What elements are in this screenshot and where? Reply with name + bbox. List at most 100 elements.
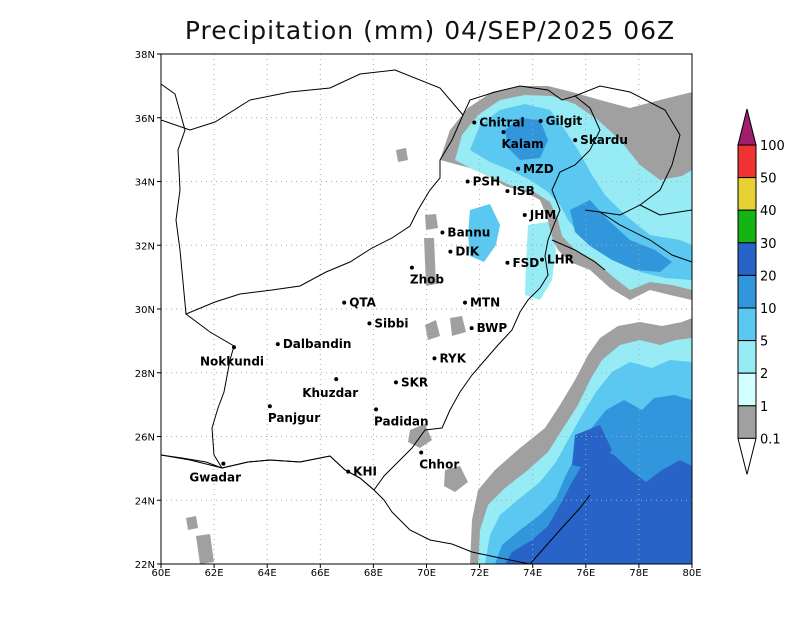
city-label-fsd: FSD xyxy=(512,256,539,270)
city-label-qta: QTA xyxy=(349,296,376,310)
coastline xyxy=(161,454,531,564)
lat-tick-label: 24N xyxy=(135,496,155,507)
city-dot xyxy=(505,189,510,194)
city-dot xyxy=(501,130,506,135)
city-label-gilgit: Gilgit xyxy=(546,114,583,128)
city-label-ryk: RYK xyxy=(439,351,466,365)
lat-tick-label: 38N xyxy=(135,50,155,61)
city-dot xyxy=(267,404,272,409)
city-dot xyxy=(448,249,453,254)
city-dot xyxy=(465,179,470,184)
city-label-skardu: Skardu xyxy=(580,133,628,147)
rain-area-kashmir-blue xyxy=(570,200,672,272)
colorbar-label: 50 xyxy=(760,172,777,187)
city-label-kalam: Kalam xyxy=(501,137,543,151)
city-label-dalbandin: Dalbandin xyxy=(283,337,352,351)
rain-blob xyxy=(396,148,408,162)
afghanistan-border xyxy=(161,83,187,315)
city-dot xyxy=(538,118,543,123)
colorbar-swatch xyxy=(737,144,757,179)
city-label-padidan: Padidan xyxy=(374,414,429,428)
lon-tick-label: 70E xyxy=(417,568,436,579)
rain-band-lahore xyxy=(525,222,556,300)
colorbar-swatch xyxy=(737,177,757,211)
colorbar-label: 20 xyxy=(760,269,777,284)
city-label-isb: ISB xyxy=(512,184,534,198)
city-label-skr: SKR xyxy=(401,375,428,389)
city-label-nokkundi: Nokkundi xyxy=(200,354,264,368)
lat-tick-label: 34N xyxy=(135,178,155,189)
city-label-mzd: MZD xyxy=(523,162,554,176)
colorbar-swatch xyxy=(737,340,757,374)
plot-frame xyxy=(160,53,693,565)
colorbar-swatch xyxy=(737,274,757,309)
lat-tick-label: 26N xyxy=(135,433,155,444)
rain-blob xyxy=(425,214,438,230)
city-label-zhob: Zhob xyxy=(410,273,444,287)
city-label-dik: DIK xyxy=(455,245,479,259)
city-dot xyxy=(573,138,578,143)
city-dot xyxy=(393,380,398,385)
city-dot xyxy=(342,300,347,305)
colorbar-label: 5 xyxy=(760,335,768,350)
colorbar-under-arrow xyxy=(737,437,757,475)
lon-tick-label: 72E xyxy=(470,568,489,579)
city-dot xyxy=(367,321,372,326)
india-internal-2 xyxy=(639,204,692,216)
city-dot xyxy=(346,469,351,474)
city-label-mtn: MTN xyxy=(470,296,500,310)
coast-gujarat xyxy=(529,494,591,564)
city-dot xyxy=(505,260,510,265)
city-label-bannu: Bannu xyxy=(447,226,490,240)
city-dot xyxy=(275,342,280,347)
city-dot xyxy=(539,257,544,262)
city-dot xyxy=(374,407,379,412)
colorbar-label: 2 xyxy=(760,367,768,382)
city-label-psh: PSH xyxy=(473,175,500,189)
city-dot xyxy=(409,265,414,270)
city-dot xyxy=(469,326,474,331)
pakistan-border xyxy=(184,85,601,491)
city-dot xyxy=(522,212,527,217)
city-label-chitral: Chitral xyxy=(479,116,524,130)
rain-blob xyxy=(444,466,468,492)
rain-band-punjab xyxy=(468,204,500,262)
lon-tick-label: 68E xyxy=(364,568,383,579)
lat-tick-label: 28N xyxy=(135,369,155,380)
lon-tick-label: 78E xyxy=(629,568,648,579)
city-label-khuzdar: Khuzdar xyxy=(302,386,358,400)
city-dot xyxy=(472,120,477,125)
city-dot xyxy=(334,377,339,382)
colorbar: 0.1 1 2 5 10 20 30 40 50 100 xyxy=(737,108,785,475)
lon-tick-label: 74E xyxy=(523,568,542,579)
india-internal xyxy=(599,211,692,263)
colorbar-over-arrow xyxy=(737,108,757,146)
lat-tick-label: 32N xyxy=(135,241,155,252)
rain-area-northeast-blue xyxy=(505,118,548,160)
city-dot xyxy=(462,300,467,305)
colorbar-label: 10 xyxy=(760,302,777,317)
rain-blob xyxy=(450,316,466,336)
lon-tick-label: 76E xyxy=(576,568,595,579)
map-gridlines: 60E 62E 64E 66E 68E 70E 72E 74E 76E 78E 80E 22N 24N 2… xyxy=(135,50,702,579)
city-label-khi: KHI xyxy=(353,465,377,479)
lat-tick-label: 36N xyxy=(135,114,155,125)
rain-blob xyxy=(425,320,440,340)
afghanistan-north xyxy=(249,69,464,116)
city-label-sibbi: Sibbi xyxy=(374,316,408,330)
colorbar-label: 100 xyxy=(760,139,785,154)
colorbar-label: 1 xyxy=(760,400,768,415)
city-dot xyxy=(221,461,226,466)
colorbar-swatch xyxy=(737,242,757,276)
colorbar-swatch xyxy=(737,209,757,244)
colorbar-swatch xyxy=(737,405,757,439)
lon-tick-label: 62E xyxy=(205,568,224,579)
lon-tick-label: 64E xyxy=(258,568,277,579)
afghan-northwest xyxy=(161,99,251,131)
rain-blob xyxy=(196,534,214,564)
lat-tick-label: 22N xyxy=(135,560,155,571)
city-label-jhm: JHM xyxy=(529,208,556,222)
india-china-border xyxy=(574,85,681,216)
city-dot xyxy=(440,230,445,235)
